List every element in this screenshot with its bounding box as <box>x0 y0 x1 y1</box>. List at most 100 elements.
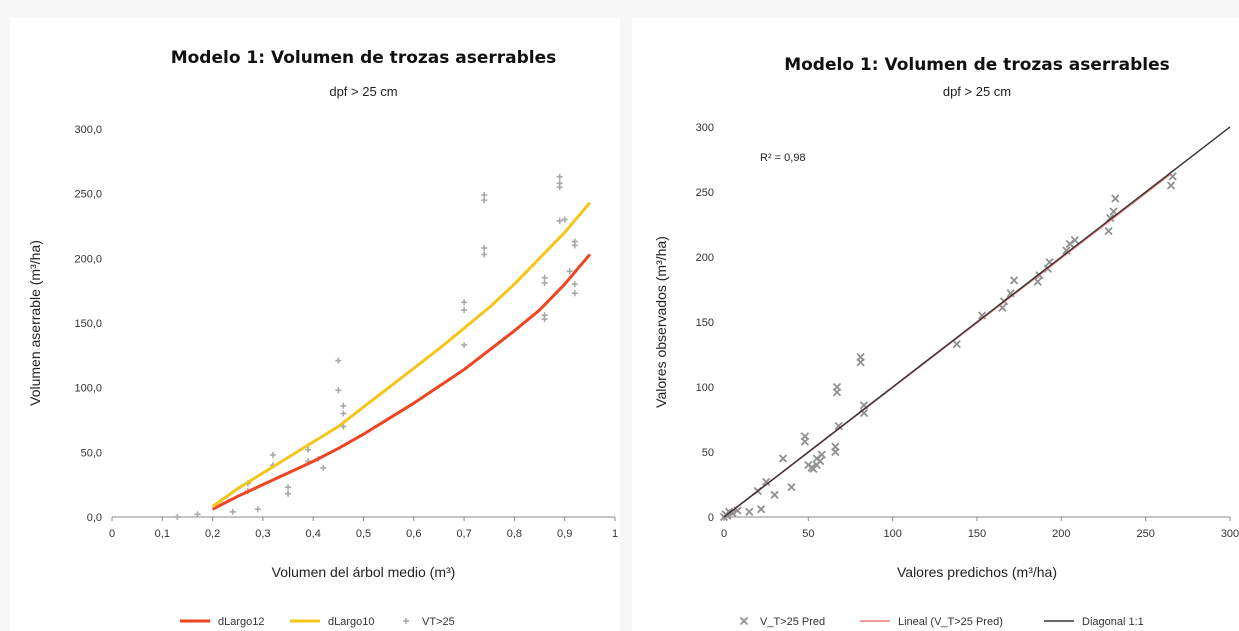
legend-label: Diagonal 1:1 <box>1082 616 1144 628</box>
y-tick-label: 300,0 <box>74 124 102 136</box>
x-tick-label: 0,6 <box>406 528 421 540</box>
x-axis-label: Valores predichos (m³/ha) <box>897 564 1057 580</box>
series-right-2 <box>723 126 1231 518</box>
data-point <box>787 482 796 492</box>
data-point <box>1104 226 1113 236</box>
chart-title: Modelo 1: Volumen de trozas aserrables <box>171 48 557 68</box>
data-point <box>285 490 292 497</box>
y-tick-label: 150 <box>696 317 714 329</box>
legend-entry: VT>25 <box>403 616 455 628</box>
x-tick-label: 100 <box>883 528 901 540</box>
series-right-0 <box>719 172 1177 522</box>
data-point <box>1033 277 1042 286</box>
legend-swatch <box>739 616 749 626</box>
y-tick-label: 150,0 <box>74 318 102 330</box>
data-point <box>571 290 578 297</box>
y-tick-label: 100,0 <box>74 383 102 395</box>
chart-subtitle: dpf > 25 cm <box>943 84 1011 99</box>
data-point <box>481 251 488 258</box>
data-point <box>856 352 865 362</box>
data-point <box>556 173 563 180</box>
data-point <box>816 456 825 466</box>
legend-swatch <box>403 618 409 624</box>
series-line <box>211 253 591 511</box>
series-left-2 <box>174 173 578 520</box>
data-point <box>800 432 810 441</box>
data-point <box>1111 194 1120 203</box>
y-tick-label: 250 <box>696 187 714 199</box>
y-axis-label: Volumen aserrable (m³/ha) <box>27 240 43 406</box>
data-point <box>541 274 548 281</box>
data-point <box>269 451 276 458</box>
x-tick-label: 0,9 <box>557 528 572 540</box>
y-tick-label: 200 <box>696 252 714 264</box>
data-point <box>461 299 468 306</box>
data-point <box>1070 235 1079 245</box>
legend-label: VT>25 <box>422 616 455 628</box>
x-tick-label: 50 <box>802 528 814 540</box>
data-point <box>461 307 468 314</box>
data-point <box>174 514 181 520</box>
y-tick-label: 300 <box>696 122 714 134</box>
y-tick-label: 0 <box>708 512 714 524</box>
data-point <box>194 511 201 518</box>
chart-panel-right: Modelo 1: Volumen de trozas aserrables dp… <box>632 18 1239 631</box>
chart-left: Modelo 1: Volumen de trozas aserrables dp… <box>27 48 618 628</box>
data-point <box>254 506 261 513</box>
x-tick-label: 150 <box>968 528 986 540</box>
data-point <box>566 268 573 275</box>
y-tick-label: 50,0 <box>81 447 102 459</box>
x-tick-label: 0,1 <box>155 528 170 540</box>
data-point <box>745 507 754 516</box>
x-tick-label: 0,2 <box>205 528 220 540</box>
x-tick-label: 250 <box>1136 528 1154 540</box>
y-tick-label: 250,0 <box>74 189 102 201</box>
x-axis-label: Volumen del árbol medio (m³) <box>272 564 456 580</box>
data-point <box>461 341 468 348</box>
data-point <box>778 454 788 463</box>
x-tick-label: 0 <box>109 528 115 540</box>
data-point <box>340 410 347 417</box>
chart-panel-left: Modelo 1: Volumen de trozas aserrables dp… <box>10 18 620 631</box>
data-point <box>770 490 779 500</box>
data-point <box>556 217 563 224</box>
legend-entry: dLargo10 <box>290 616 375 628</box>
legend-label: V_T>25 Pred <box>760 616 825 628</box>
x-tick-label: 300 <box>1221 528 1239 540</box>
legend-entry: dLargo12 <box>180 616 265 628</box>
data-point <box>340 402 347 409</box>
data-point <box>481 191 488 198</box>
x-tick-label: 1 <box>612 528 618 540</box>
y-axis-label: Valores observados (m³/ha) <box>653 236 669 408</box>
legend-entry: V_T>25 Pred <box>739 616 825 628</box>
data-point <box>571 238 578 245</box>
data-point <box>571 281 578 288</box>
data-point <box>831 442 840 451</box>
data-point <box>561 216 568 223</box>
data-point <box>320 464 327 471</box>
data-point <box>556 180 563 187</box>
chart-title: Modelo 1: Volumen de trozas aserrables <box>784 55 1170 75</box>
series-line <box>723 126 1231 518</box>
legend-entry: Diagonal 1:1 <box>1044 616 1144 628</box>
legend-label: dLargo10 <box>328 616 375 628</box>
data-point <box>817 450 826 459</box>
data-point <box>335 387 342 394</box>
data-point <box>305 446 312 453</box>
data-point <box>229 508 236 515</box>
data-point <box>762 477 771 487</box>
x-tick-label: 200 <box>1052 528 1070 540</box>
x-tick-label: 0,7 <box>456 528 471 540</box>
legend-label: dLargo12 <box>218 616 265 628</box>
data-point <box>481 197 488 204</box>
data-point <box>1009 276 1019 285</box>
data-point <box>834 421 843 431</box>
x-tick-label: 0,8 <box>507 528 522 540</box>
x-tick-label: 0 <box>721 528 727 540</box>
y-tick-label: 100 <box>696 382 714 394</box>
data-point <box>728 508 737 518</box>
series-left-0 <box>211 253 591 511</box>
chart-subtitle: dpf > 25 cm <box>329 84 397 99</box>
data-point <box>756 505 766 514</box>
data-point <box>1166 181 1176 190</box>
